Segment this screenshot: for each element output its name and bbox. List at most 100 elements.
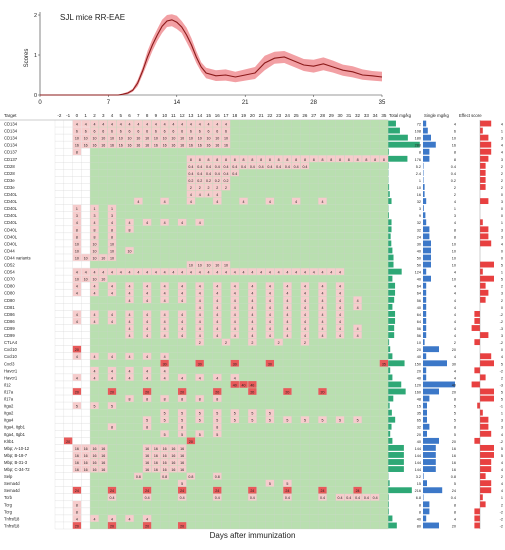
dose-cell <box>81 254 90 261</box>
effect-score-bar <box>480 473 486 480</box>
dose-value: 0.4 <box>145 496 150 500</box>
dose-value: 16 <box>75 468 79 472</box>
effect-score-bar <box>480 155 489 162</box>
dose-cell <box>72 134 82 141</box>
dose-value: 16 <box>154 447 158 451</box>
dose-cell <box>151 444 161 452</box>
effect-score-value: -2 <box>500 510 503 514</box>
day-header: 25 <box>294 113 300 118</box>
dose-value: 8 <box>365 158 367 162</box>
dose-cell <box>107 268 117 275</box>
row-target-label: Il12 <box>4 382 11 387</box>
total-dose-bar <box>388 254 394 261</box>
dose-value: 10 <box>101 278 105 282</box>
dose-value: 4 <box>146 299 148 303</box>
dose-value: 8 <box>93 228 95 232</box>
dose-value: 10 <box>110 242 114 246</box>
effect-score-value: 0 <box>501 306 503 310</box>
dose-cell <box>177 317 187 325</box>
dose-cell <box>195 141 204 149</box>
single-dose-value: 4 <box>454 334 456 338</box>
dose-cell <box>142 388 152 395</box>
total-dose-value: 40 <box>417 249 421 253</box>
dose-value: 0.4 <box>232 172 237 176</box>
dose-cell <box>195 310 204 318</box>
row-target-label: Mbp; A-10-12 <box>4 446 30 451</box>
dose-value: 16 <box>75 461 79 465</box>
total-dose-bar <box>388 501 389 508</box>
effect-score-bar <box>480 240 492 247</box>
dose-value: 24 <box>285 489 289 493</box>
dose-value: 5 <box>286 419 288 423</box>
dose-value: 3 <box>76 214 78 218</box>
dose-cell <box>265 268 275 275</box>
dose-cell <box>335 155 345 163</box>
dose-cell <box>195 268 204 275</box>
row-target-label: Itga4, Itgb1 <box>4 432 26 437</box>
dose-value: 1 <box>111 207 113 211</box>
dose-value: 4 <box>172 271 174 275</box>
dose-cell <box>151 141 161 149</box>
dose-value: 6 <box>225 130 227 134</box>
dose-cell <box>177 416 187 424</box>
effect-score-bar <box>480 494 483 501</box>
heatmap-row: Sema4d 5 5 5 15 5 4 <box>4 479 503 487</box>
day-header: 32 <box>355 113 361 118</box>
dose-cell <box>239 155 248 163</box>
dose-value: 16 <box>171 461 175 465</box>
effect-score-value: -2 <box>500 313 503 317</box>
heatmap-row: CD52 10 10 10 10 10 50 10 5 <box>4 261 503 269</box>
dose-value: 4 <box>199 193 201 197</box>
single-dose-bar <box>423 141 436 148</box>
dose-value: 4 <box>321 334 323 338</box>
dose-cell <box>151 134 161 141</box>
dose-value: 24 <box>110 489 114 493</box>
total-dose-value: 32 <box>417 200 421 204</box>
dose-cell <box>318 296 327 304</box>
total-dose-bar <box>388 310 396 317</box>
dose-cell <box>90 282 99 290</box>
dose-value: 16 <box>84 468 88 472</box>
dose-value: 5 <box>164 412 166 416</box>
dose-cell <box>379 359 389 367</box>
dose-value: 4 <box>137 271 139 275</box>
dose-value: 4 <box>339 327 341 331</box>
single-dose-value: 24 <box>452 489 456 493</box>
dose-value: 0.4 <box>206 165 211 169</box>
total-dose-bar <box>388 127 400 134</box>
dose-cell <box>265 197 275 205</box>
dose-value: 4 <box>164 327 166 331</box>
dose-cell <box>125 120 134 127</box>
day-header: 27 <box>311 113 317 118</box>
dose-cell <box>248 388 257 395</box>
heatmap-row: CD134 6 6 6 6 6 6 6 6 6 6 6 6 6 6 6 6 6 6 108 6 1 <box>4 127 503 135</box>
total-dose-value: 216 <box>415 489 421 493</box>
dose-cell <box>195 338 204 346</box>
effect-score-value: 2 <box>501 172 503 176</box>
dose-cell <box>204 162 213 170</box>
dose-value: 8 <box>225 158 227 162</box>
dose-value: 4 <box>76 285 78 289</box>
total-dose-bar <box>388 360 405 367</box>
dose-value: 16 <box>92 461 96 465</box>
dose-value: 4 <box>199 123 201 127</box>
single-dose-bar <box>423 430 427 437</box>
dose-value: 4 <box>129 355 131 359</box>
dose-cell <box>204 183 213 191</box>
dose-value: 20 <box>145 390 149 394</box>
dose-cell <box>177 522 187 529</box>
dose-value: 0.4 <box>259 165 264 169</box>
dose-cell <box>213 486 222 494</box>
single-dose-value: 4 <box>454 313 456 317</box>
dose-value: 4 <box>120 271 122 275</box>
dose-cell <box>72 515 82 522</box>
x-tick-label: 21 <box>242 100 249 106</box>
dose-cell <box>265 289 275 297</box>
total-dose-value: 15 <box>417 482 421 486</box>
summary-header: Effect score <box>459 113 482 118</box>
dose-value: 4 <box>146 285 148 289</box>
dose-cell <box>177 444 187 452</box>
effect-score-bar <box>480 459 492 465</box>
dose-value: 20 <box>320 390 324 394</box>
dose-value: 4 <box>339 320 341 324</box>
